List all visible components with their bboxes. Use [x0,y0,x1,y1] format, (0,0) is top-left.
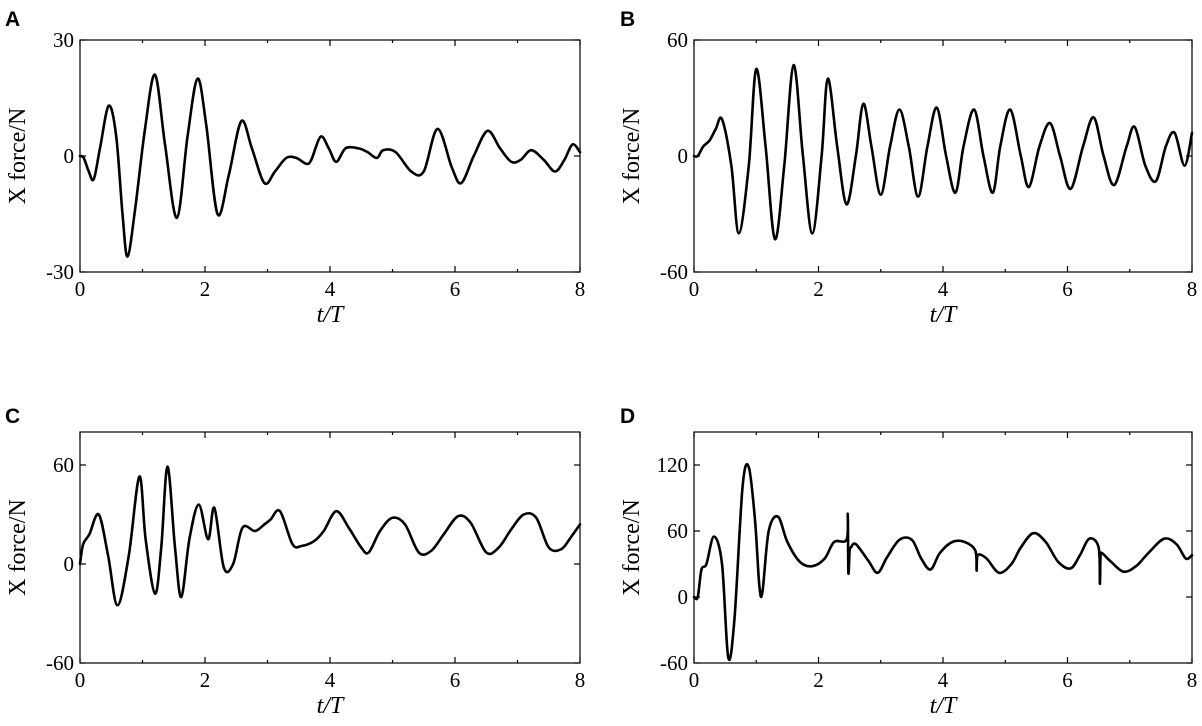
x-tick-label: 4 [325,668,336,692]
x-tick-label: 8 [575,668,586,692]
y-tick-label: 60 [667,519,688,543]
x-tick-label: 4 [938,277,949,301]
x-tick-label: 4 [325,277,336,301]
x-axis-label: t/T [930,302,958,328]
x-axis-label: t/T [930,693,958,719]
x-tick-label: 2 [813,277,824,301]
panel-letter: D [620,405,635,428]
y-tick-label: -30 [46,260,74,284]
y-tick-label: 60 [667,28,688,52]
y-tick-label: 0 [64,552,75,576]
x-tick-label: 2 [813,668,824,692]
series-line-1 [692,63,1194,241]
y-tick-label: 30 [53,28,74,52]
x-axis-label: t/T [317,693,345,719]
x-tick-label: 8 [1187,668,1198,692]
x-tick-label: 6 [450,277,461,301]
y-tick-label: -60 [660,651,688,675]
x-tick-label: 0 [75,277,86,301]
series-line-1 [78,465,582,607]
y-tick-label: -60 [660,260,688,284]
y-axis-label: X force/N [619,108,645,205]
x-tick-label: 6 [450,668,461,692]
y-tick-label: 120 [657,453,689,477]
x-tick-label: 8 [575,277,586,301]
y-axis-label: X force/N [619,499,645,596]
y-axis-label: X force/N [5,108,31,205]
x-tick-label: 8 [1187,277,1198,301]
y-axis-label: X force/N [5,499,31,596]
x-axis-label: t/T [317,302,345,328]
x-tick-label: 0 [689,668,700,692]
panel-letter: B [620,8,635,31]
series-line-1 [78,73,582,258]
panel-letter: C [5,405,20,428]
y-tick-label: 0 [678,144,689,168]
series-line-1 [692,463,1194,661]
x-tick-label: 2 [200,277,211,301]
plot-frame [693,39,1193,273]
x-tick-label: 6 [1062,668,1073,692]
x-tick-label: 6 [1062,277,1073,301]
y-tick-label: 60 [53,453,74,477]
x-tick-label: 4 [938,668,949,692]
x-tick-label: 2 [200,668,211,692]
y-tick-label: 0 [64,144,75,168]
y-tick-label: -60 [46,651,74,675]
x-tick-label: 0 [689,277,700,301]
panel-letter: A [5,8,20,31]
x-tick-label: 0 [75,668,86,692]
y-tick-label: 0 [678,585,689,609]
plot-frame [79,431,581,664]
